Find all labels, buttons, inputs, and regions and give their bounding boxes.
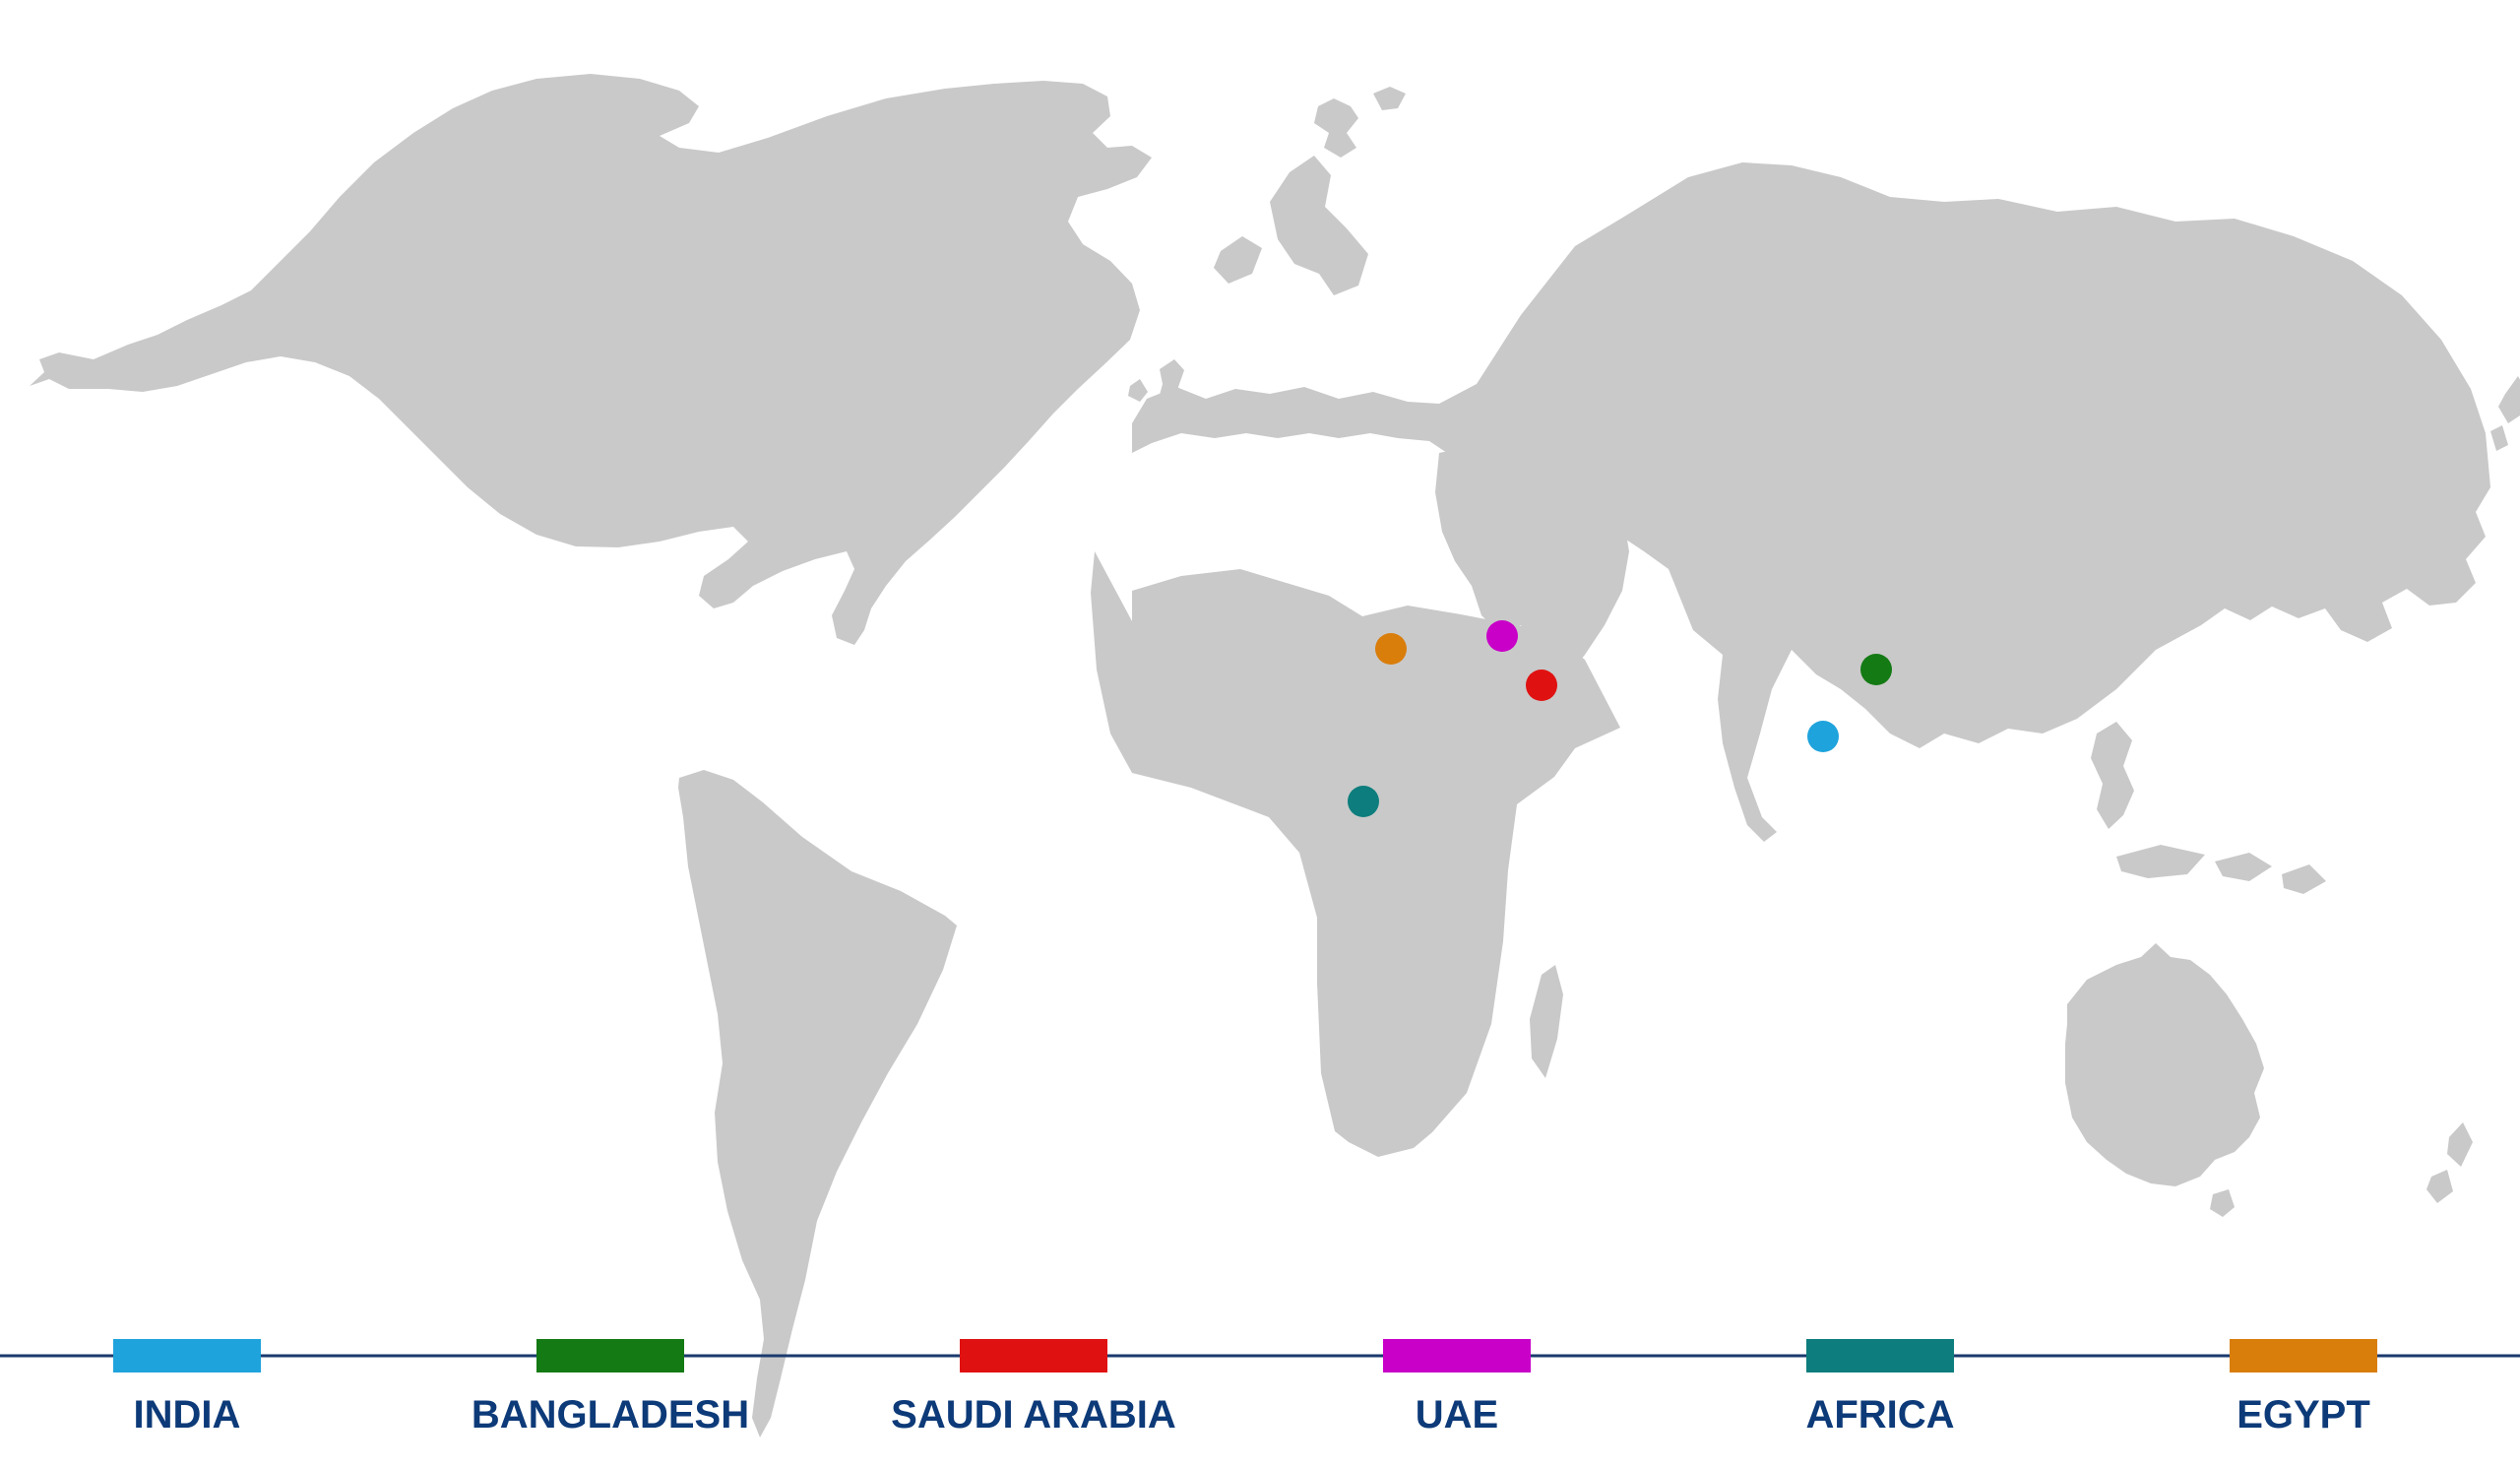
svg-text:AFRICA: AFRICA — [1805, 1393, 1954, 1436]
svg-text:INDIA: INDIA — [134, 1393, 241, 1436]
svg-text:BANGLADESH: BANGLADESH — [472, 1393, 749, 1436]
svg-text:EGYPT: EGYPT — [2236, 1393, 2370, 1436]
svg-text:SAUDI ARABIA: SAUDI ARABIA — [891, 1393, 1176, 1436]
svg-text:UAE: UAE — [1416, 1393, 1498, 1436]
